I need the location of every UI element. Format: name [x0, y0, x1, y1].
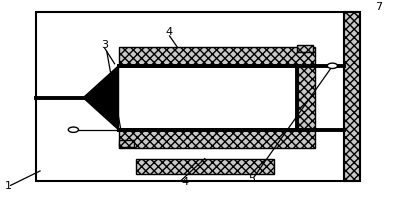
- Bar: [297, 46, 313, 53]
- Polygon shape: [83, 67, 119, 130]
- Circle shape: [68, 128, 78, 133]
- Bar: [297, 67, 315, 130]
- Text: 4: 4: [181, 177, 188, 186]
- Bar: [136, 159, 273, 174]
- Text: 4: 4: [165, 27, 173, 37]
- Bar: [119, 130, 315, 149]
- Bar: [119, 67, 297, 130]
- Text: 3: 3: [101, 40, 108, 50]
- Bar: [36, 13, 358, 181]
- Circle shape: [327, 64, 338, 69]
- Text: 7: 7: [375, 2, 383, 12]
- Bar: [119, 48, 315, 67]
- Text: 1: 1: [5, 181, 12, 191]
- Bar: [119, 140, 134, 147]
- Text: 5: 5: [248, 173, 255, 183]
- Bar: [344, 13, 360, 181]
